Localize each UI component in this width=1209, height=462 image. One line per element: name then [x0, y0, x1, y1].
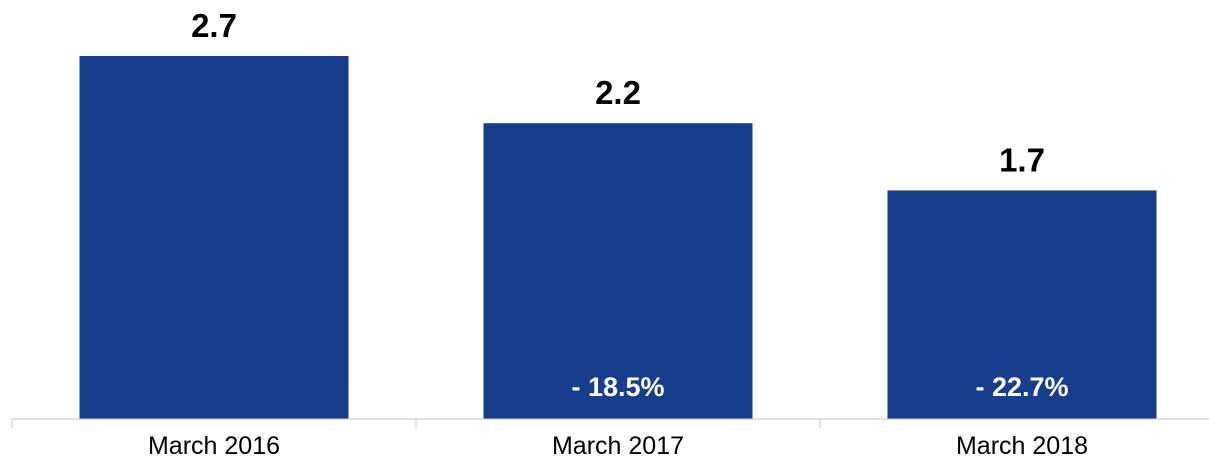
x-tick-label: March 2017: [552, 432, 684, 460]
x-axis: [11, 418, 1209, 428]
bar-change-label: - 18.5%: [571, 372, 664, 402]
x-tick-label: March 2016: [148, 432, 280, 460]
bar-3: [887, 190, 1157, 419]
bar-1: [79, 56, 349, 419]
labels-group: 2.7 March 2016 2.2 - 18.5% March 2017 1.7 - 22…: [148, 7, 1088, 460]
bars-group: [79, 56, 1157, 419]
bar-change-label: - 22.7%: [975, 372, 1068, 402]
bar-value-label: 1.7: [999, 141, 1045, 178]
bar-value-label: 2.7: [191, 7, 237, 44]
bar-value-label: 2.2: [595, 74, 641, 111]
bar-2: [483, 123, 753, 419]
x-tick-label: March 2018: [956, 432, 1088, 460]
